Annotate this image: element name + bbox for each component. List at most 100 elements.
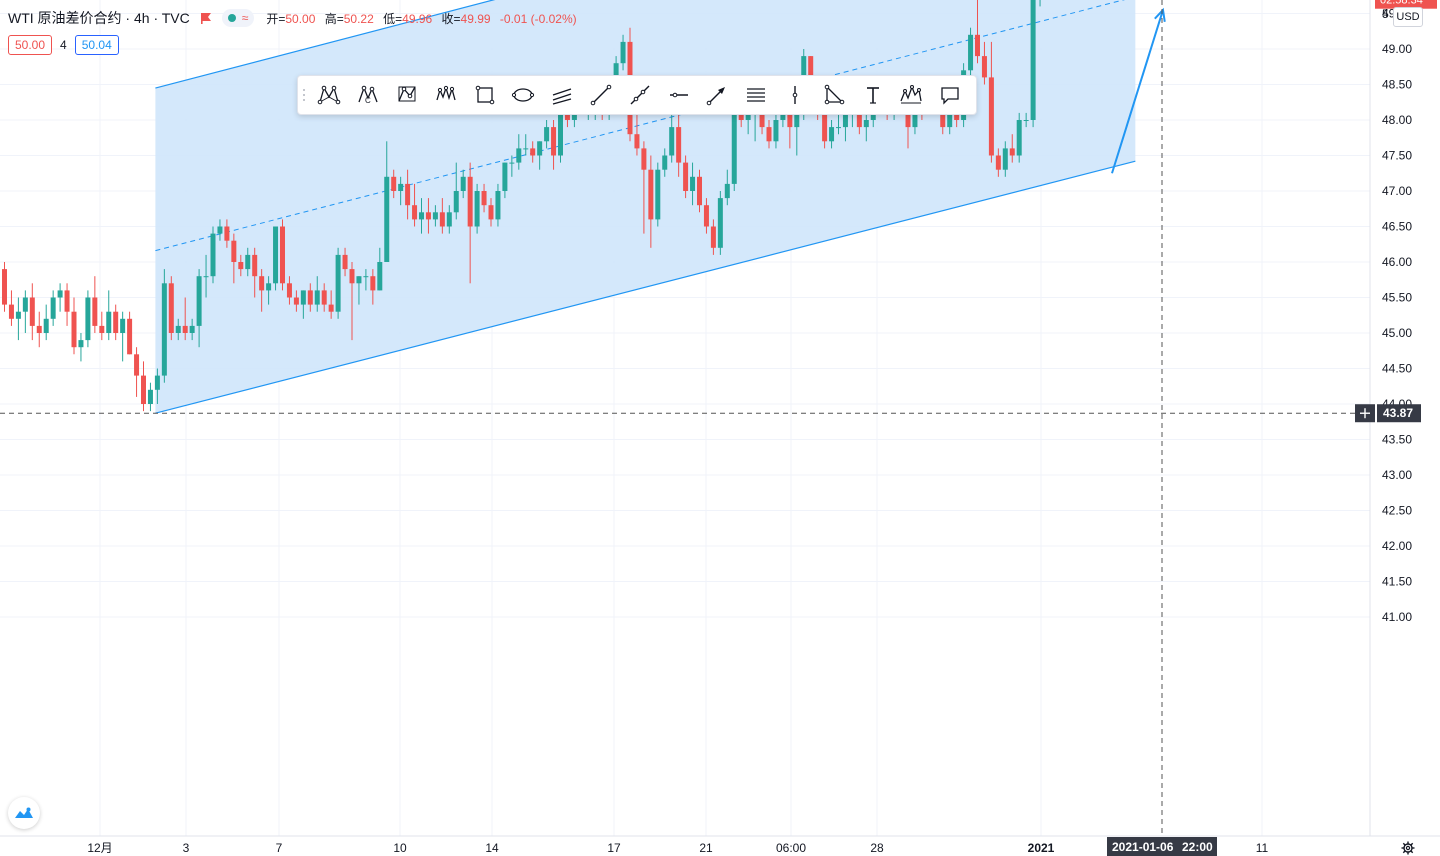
- candle: [231, 233, 237, 284]
- candle-body: [995, 155, 1001, 170]
- regression-trend-tool-button[interactable]: [543, 76, 582, 114]
- candle: [690, 162, 696, 206]
- price-tick-label: 45.00: [1382, 326, 1412, 340]
- price-tick-label: 49.00: [1382, 42, 1412, 56]
- channel-upper-line[interactable]: [155, 0, 1135, 89]
- candle: [85, 290, 91, 348]
- candle: [370, 269, 376, 305]
- flag-icon[interactable]: [200, 12, 212, 24]
- candle-body: [662, 155, 668, 170]
- candle: [43, 304, 49, 341]
- candle-body: [349, 269, 355, 284]
- close-value: 49.99: [460, 11, 491, 26]
- candle-body: [787, 105, 793, 128]
- candle-body: [683, 162, 689, 191]
- candle: [217, 219, 223, 241]
- candle: [710, 219, 716, 255]
- trend-line-icon: [590, 84, 612, 106]
- candle-body: [988, 77, 994, 156]
- buy-price-button[interactable]: 50.04: [74, 35, 119, 55]
- candle: [425, 198, 431, 234]
- plus-icon[interactable]: [1360, 408, 1370, 419]
- toolbar-drag-handle-icon[interactable]: [298, 76, 310, 114]
- time-tick-label: 21: [699, 841, 713, 855]
- time-tick-label: 17: [607, 841, 621, 855]
- candle-body: [273, 226, 279, 284]
- candle-body: [161, 283, 167, 376]
- ellipse-tool-button[interactable]: [504, 76, 543, 114]
- candle: [467, 162, 473, 284]
- candle-body: [530, 148, 536, 156]
- candle: [655, 162, 661, 227]
- time-tick-label: 06:00: [776, 841, 806, 855]
- close-label: 收=: [441, 11, 461, 26]
- candle: [196, 269, 202, 348]
- tradingview-logo-icon[interactable]: [8, 797, 40, 829]
- time-axis[interactable]: 12月 3 7 10 14 17 21 06:00 28 2021 11 2021-01-06 22:0…: [0, 835, 1440, 856]
- candle-body: [50, 297, 56, 319]
- candle: [648, 155, 654, 248]
- text-tool-button[interactable]: [853, 76, 892, 114]
- candle: [537, 141, 543, 170]
- abcd-pattern-tool-button[interactable]: [388, 76, 427, 114]
- sell-price-button[interactable]: 50.00: [8, 35, 53, 55]
- ray-icon: [630, 85, 650, 105]
- channel-fill: [155, 0, 1136, 414]
- price-tick-label: 47.00: [1382, 184, 1412, 198]
- change-value: -0.01 (-0.02%): [499, 11, 577, 26]
- three-drives-tool-button[interactable]: [426, 76, 465, 114]
- candle: [106, 290, 112, 341]
- candle-body: [64, 290, 70, 312]
- arrow-head: [1154, 7, 1166, 22]
- candle-body: [245, 254, 251, 270]
- arrow-drawing[interactable]: [1111, 7, 1166, 174]
- xabcd-pattern-tool-button[interactable]: [310, 76, 349, 114]
- low-label: 低=: [383, 11, 403, 26]
- cypher-pattern-tool-button[interactable]: C: [349, 76, 388, 114]
- channel-lower-line[interactable]: [155, 160, 1136, 414]
- candle-body: [85, 297, 91, 341]
- channel-middle-line[interactable]: [155, 0, 1135, 252]
- elliott-wave-tool-button[interactable]: [892, 76, 931, 114]
- vertical-line-tool-button[interactable]: [776, 76, 815, 114]
- candle: [405, 169, 411, 220]
- candle: [724, 169, 730, 206]
- market-status[interactable]: ≈: [221, 9, 255, 27]
- candle: [321, 283, 327, 312]
- bid-ask-row: 50.00 4 50.04: [8, 35, 119, 55]
- time-tick-label: 10: [393, 841, 407, 855]
- candle: [57, 283, 63, 312]
- candle-body: [516, 148, 522, 163]
- triangle-tool-button[interactable]: [814, 76, 853, 114]
- candle-body: [154, 375, 160, 390]
- time-tick-label: 28: [870, 841, 884, 855]
- candle: [154, 368, 160, 404]
- candle-body: [766, 127, 772, 142]
- candle-body: [57, 290, 63, 298]
- candle-body: [92, 297, 98, 326]
- ray-tool-button[interactable]: [620, 76, 659, 114]
- candle-body: [724, 183, 730, 199]
- arrow-tool-button[interactable]: [698, 76, 737, 114]
- price-tick-label: 41.50: [1382, 575, 1412, 589]
- trend-line-tool-button[interactable]: [582, 76, 621, 114]
- candle: [683, 155, 689, 199]
- parallel-channel-tool-button[interactable]: [737, 76, 776, 114]
- candle-body: [537, 141, 543, 156]
- rectangle-tool-button[interactable]: [465, 76, 504, 114]
- candle: [175, 318, 181, 341]
- candle-body: [717, 198, 723, 248]
- horizontal-line-tool-button[interactable]: [659, 76, 698, 114]
- candle-body: [710, 226, 716, 248]
- price-tick-label: 41.00: [1382, 610, 1412, 624]
- currency-badge[interactable]: USD: [1393, 7, 1423, 27]
- candle: [1009, 134, 1015, 163]
- candle: [523, 134, 529, 156]
- gear-icon[interactable]: [1400, 840, 1416, 856]
- candle-body: [947, 112, 953, 128]
- callout-tool-button[interactable]: [931, 76, 970, 114]
- candle-body: [509, 162, 515, 164]
- symbol-title[interactable]: WTI 原油差价合约 · 4h · TVC: [8, 10, 190, 26]
- candle-body: [259, 276, 265, 291]
